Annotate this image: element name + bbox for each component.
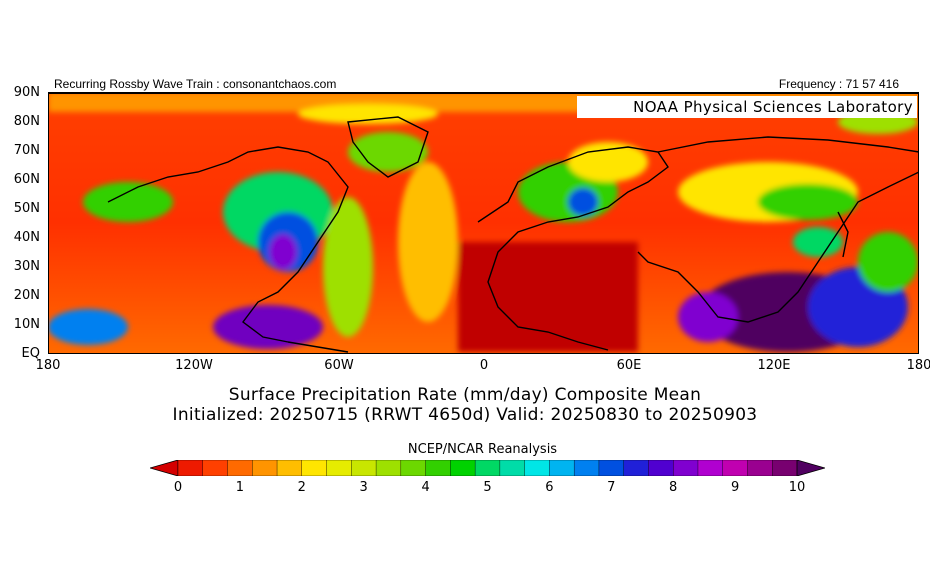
lat-label-30n: 30N (13, 259, 40, 274)
colorbar-tick-label: 10 (788, 480, 806, 495)
colorbar-swatch (524, 460, 551, 476)
coast-japan (837, 211, 849, 258)
colorbar-swatch (573, 460, 600, 476)
colorbar-swatch (400, 460, 427, 476)
colorbar-swatch (326, 460, 353, 476)
coast-south-america-north (287, 341, 349, 353)
lat-label-10n: 10N (13, 317, 40, 332)
coast-greenland (347, 116, 429, 178)
sahara-dry-field (458, 242, 638, 352)
header-left-text: Recurring Rossby Wave Train : consonantc… (54, 77, 337, 91)
source-label: NCEP/NCAR Reanalysis (407, 442, 558, 457)
lat-label-40n: 40N (13, 230, 40, 245)
colorbar-swatch (623, 460, 650, 476)
europe-blue-patch (568, 188, 598, 216)
colorbar-swatch (673, 460, 699, 476)
lon-label-0: 0 (479, 358, 489, 373)
colorbar-swatch (202, 460, 229, 476)
colorbar-swatch (648, 460, 674, 476)
colorbar-swatch (227, 460, 253, 476)
colorbar-tick-label: 2 (297, 480, 306, 495)
colorbar-swatch (474, 460, 501, 476)
pacific-blue-patch (48, 309, 128, 345)
colorbar-swatch (177, 460, 204, 476)
header-right-text: Frequency : 71 57 416 (778, 77, 899, 91)
pacific-green-patch (83, 182, 173, 222)
lat-label-80n: 80N (13, 114, 40, 129)
lat-label-90n: 90N (13, 85, 40, 100)
coast-asia (657, 136, 919, 153)
arctic-yellow-patch (298, 104, 438, 124)
map-panel (48, 92, 919, 354)
lon-label-180e: 180 (906, 358, 930, 373)
gulf-purple-patch (213, 305, 323, 349)
colorbar-swatch (351, 460, 377, 476)
colorbar-swatch (549, 460, 575, 476)
lat-label-eq: EQ (21, 346, 40, 361)
colorbar-tick-label: 8 (669, 480, 678, 495)
colorbar-low-arrow (150, 460, 179, 476)
lat-label-60n: 60N (13, 172, 40, 187)
colorbar-swatch (598, 460, 625, 476)
colorbar-tick-label: 5 (483, 480, 492, 495)
coast-north-america (107, 146, 349, 343)
colorbar-swatch (425, 460, 452, 476)
noaa-label: NOAA Physical Sciences Laboratory (577, 96, 917, 118)
title-line-2: Initialized: 20250715 (RRWT 4650d) Valid… (172, 405, 758, 425)
coastlines (107, 116, 919, 353)
lon-label-120w: 120W (175, 358, 213, 373)
lat-label-50n: 50N (13, 201, 40, 216)
coast-east-asia (637, 171, 919, 323)
lat-label-20n: 20N (13, 288, 40, 303)
lon-label-60w: 60W (324, 358, 354, 373)
colorbar-swatch (772, 460, 798, 476)
lon-label-120e: 120E (757, 358, 791, 373)
colorbar-svg (150, 460, 825, 476)
title-line-1: Surface Precipitation Rate (mm/day) Comp… (228, 385, 702, 405)
colorbar-tick-label: 4 (421, 480, 430, 495)
na-purple-patch (269, 234, 297, 270)
colorbar-tick-label: 6 (545, 480, 554, 495)
colorbar-swatch (252, 460, 278, 476)
lon-label-60e: 60E (616, 358, 642, 373)
colorbar-tick-label: 9 (730, 480, 740, 495)
colorbar-swatch (722, 460, 749, 476)
india-purple-patch (678, 292, 738, 342)
colorbar-tick-label: 7 (607, 480, 616, 495)
colorbar-tick-label: 1 (235, 480, 245, 495)
colorbar (150, 460, 825, 476)
lon-label-180w: 180 (35, 358, 61, 373)
top-axis-line (48, 92, 919, 94)
colorbar-swatch (499, 460, 526, 476)
lat-label-70n: 70N (13, 143, 40, 158)
colorbar-tick-label: 0 (173, 480, 183, 495)
colorbar-swatch (301, 460, 328, 476)
colorbar-swatch (747, 460, 773, 476)
asia-green-patch (858, 232, 918, 292)
atlantic-green-band (323, 197, 373, 337)
colorbar-swatch (450, 460, 476, 476)
siberia-green (758, 184, 858, 220)
coast-europe-africa (477, 146, 669, 351)
colorbar-swatch (697, 460, 724, 476)
colorbar-swatch (276, 460, 303, 476)
colorbar-tick-label: 3 (359, 480, 368, 495)
atlantic-yellow-band (398, 162, 458, 322)
colorbar-high-arrow (796, 460, 825, 476)
precipitation-map (48, 92, 919, 354)
colorbar-swatch (375, 460, 402, 476)
japan-green-patch (793, 227, 843, 257)
